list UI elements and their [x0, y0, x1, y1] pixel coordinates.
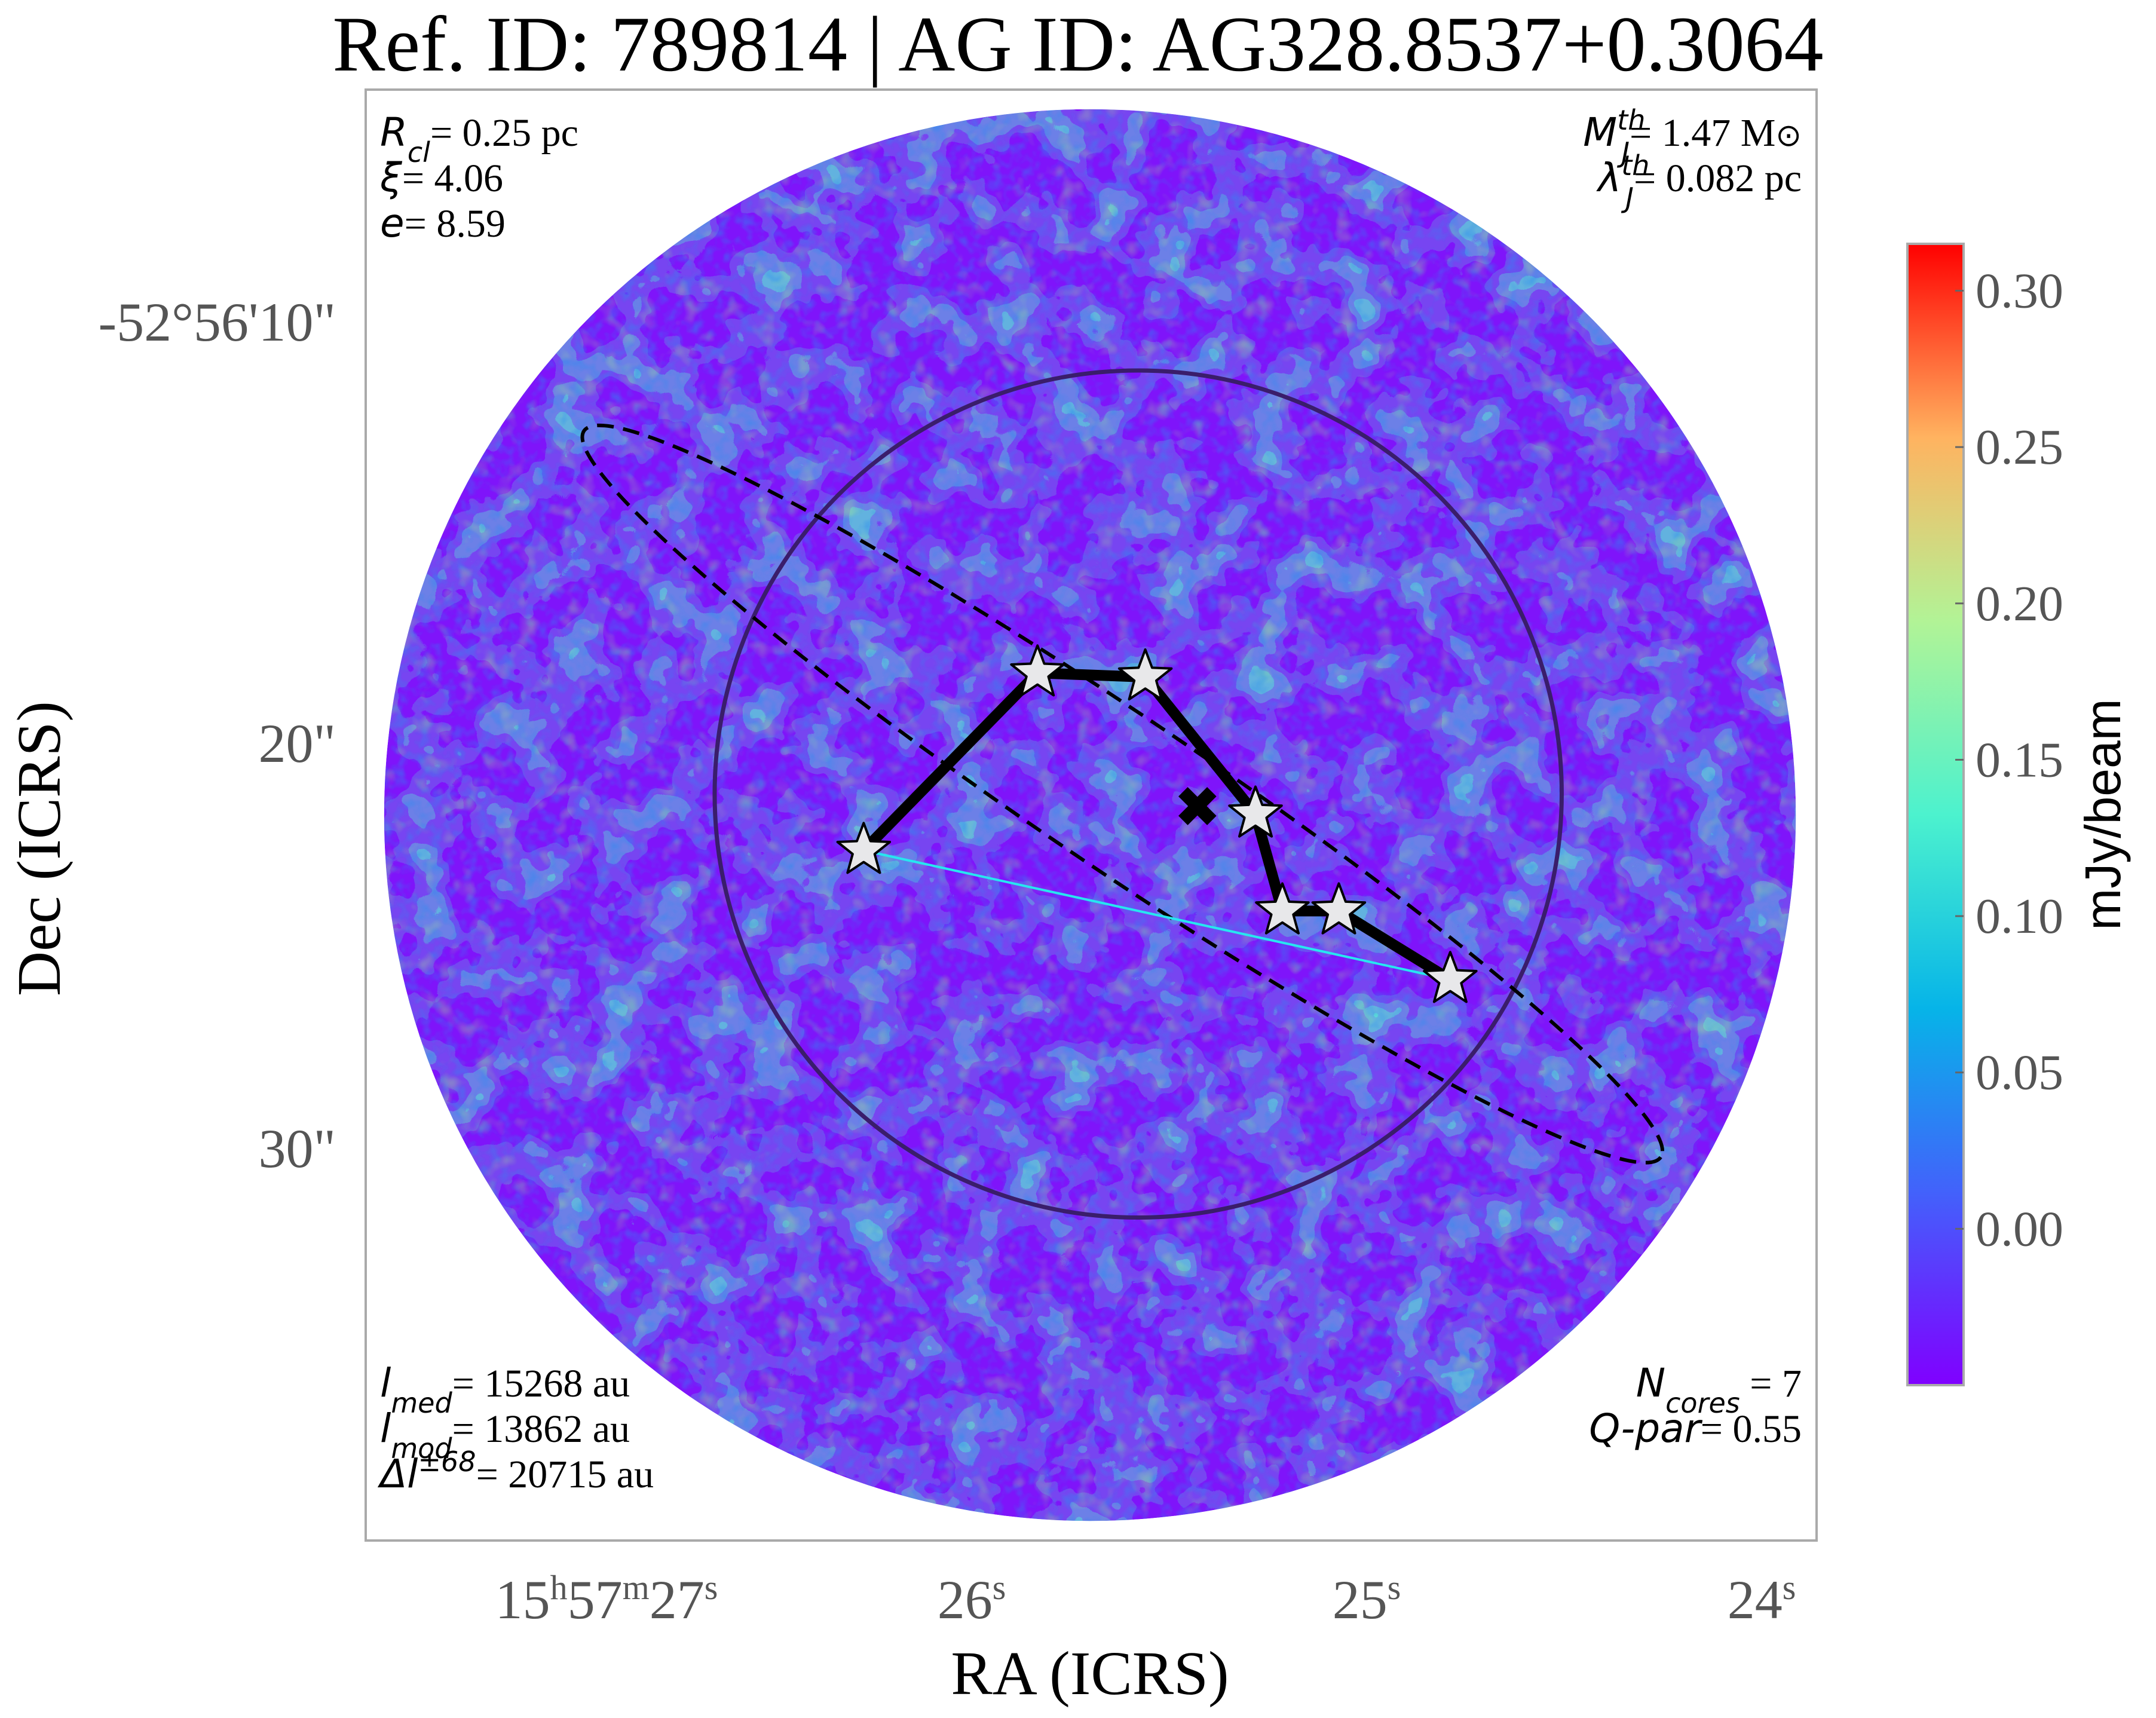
x-tick-4: 24s — [1728, 1568, 1796, 1631]
core-star-7 — [1423, 951, 1478, 1003]
colorbar-tick-7: 0.00 — [1976, 1201, 2063, 1257]
y-tick-3: 30" — [258, 1118, 336, 1179]
annotation-top-left-3: e= 8.59 — [380, 200, 506, 246]
annotation-bottom-right-1: Ncores = 7 — [1636, 1360, 1802, 1419]
colorbar-tick-6: 0.05 — [1976, 1045, 2063, 1101]
centroid-bar-2 — [1178, 787, 1217, 825]
annotation-top-right-1: Mth J= 1.47 M⊙ — [1583, 104, 1802, 169]
x-tick-1: 15h57m27s — [495, 1568, 718, 1631]
overlays — [580, 368, 1665, 1220]
mst-edge-6 — [1333, 905, 1456, 985]
colorbar-label: mJy/beam — [2075, 699, 2131, 930]
mst-edge-1 — [858, 667, 1043, 856]
colorbar: 0.30 0.25 0.20 0.15 0.10 0.05 0.00 mJy/beam — [1906, 243, 2131, 1386]
colorbar-tick-1: 0.30 — [1976, 263, 2063, 319]
core-star-4 — [1228, 785, 1283, 838]
colorbar-tick-2: 0.25 — [1976, 419, 2063, 475]
colorbar-tick-5: 0.10 — [1976, 889, 2063, 944]
core-star-3 — [1117, 648, 1173, 701]
y-axis-label: Dec (ICRS) — [5, 701, 74, 996]
field-image — [384, 109, 1796, 1521]
x-tick-labels: 15h57m27s 26s 25s 24s — [495, 1568, 1796, 1631]
annotation-bottom-left-1: lmed= 15268 au — [380, 1360, 630, 1419]
colorbar-tick-3: 0.20 — [1976, 576, 2063, 632]
y-tick-labels: -52°56'10" 20" 30" — [98, 292, 336, 1179]
plot-frame — [365, 88, 1818, 1542]
x-tick-2: 26s — [938, 1568, 1006, 1631]
core-star-5 — [1255, 882, 1310, 935]
x-tick-3: 25s — [1333, 1568, 1401, 1631]
annotation-top-left-1: Rcl= 0.25 pc — [380, 109, 578, 169]
chart-title: Ref. ID: 789814 | AG ID: AG328.8537+0.30… — [332, 0, 1823, 88]
core-star-1 — [836, 822, 892, 874]
annotation-top-left-2: ξ= 4.06 — [379, 155, 503, 201]
clump-circle — [712, 368, 1564, 1220]
colorbar-ticks: 0.30 0.25 0.20 0.15 0.10 0.05 0.00 — [1955, 263, 2063, 1257]
x-axis-label: RA (ICRS) — [951, 1639, 1229, 1708]
colorbar-gradient — [1906, 243, 1965, 1386]
annotation-bottom-left-2: lmod= 13862 au — [380, 1405, 630, 1465]
centroid-marker — [1178, 787, 1217, 825]
emission-texture-bright — [384, 109, 1796, 1521]
fit-ellipse — [580, 423, 1665, 1165]
mst-edge-3 — [1140, 672, 1261, 820]
annotation-top-right-2: λth J= 0.082 pc — [1596, 149, 1802, 214]
annotation-bottom-left-3: Δl±68= 20715 au — [377, 1446, 654, 1497]
core-star-6 — [1311, 882, 1367, 935]
y-tick-1: -52°56'10" — [98, 292, 336, 353]
y-tick-2: 20" — [258, 713, 336, 774]
annotation-bottom-right-2: Q-par= 0.55 — [1589, 1405, 1802, 1451]
colorbar-tick-4: 0.15 — [1976, 732, 2063, 788]
core-axis-line — [863, 849, 1451, 981]
annotations: Rcl= 0.25 pcξ= 4.06e= 8.59 Mth J= 1.47 M⊙λ… — [377, 104, 1802, 1497]
core-star-2 — [1010, 644, 1065, 697]
